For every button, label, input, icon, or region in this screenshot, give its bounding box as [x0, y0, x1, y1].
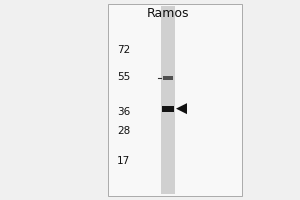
Bar	[163, 76, 173, 80]
Text: Ramos: Ramos	[147, 7, 189, 20]
Bar	[162, 106, 174, 112]
Text: 17: 17	[117, 156, 130, 166]
Bar	[161, 6, 175, 194]
Text: 36: 36	[117, 107, 130, 117]
Bar	[108, 4, 242, 196]
Polygon shape	[176, 103, 187, 114]
Text: 28: 28	[117, 126, 130, 136]
Text: 72: 72	[117, 45, 130, 55]
Text: 55: 55	[117, 72, 130, 82]
